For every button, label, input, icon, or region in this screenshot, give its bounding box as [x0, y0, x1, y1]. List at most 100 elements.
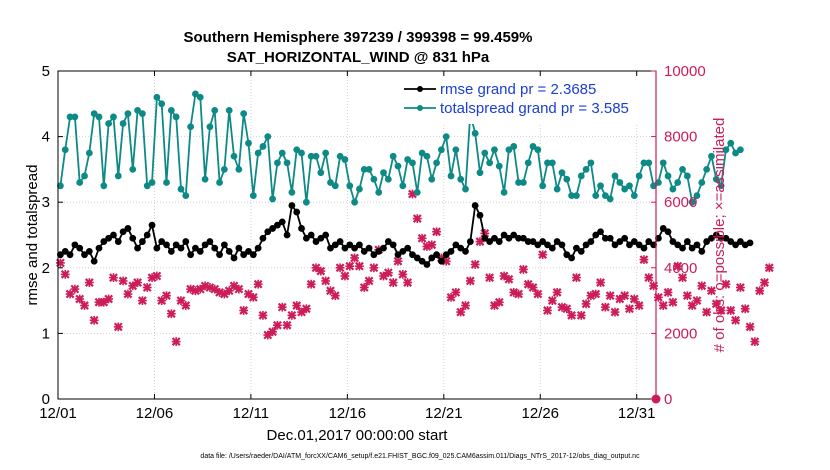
obs-count-point [340, 271, 350, 281]
obs-count-point [306, 279, 316, 289]
series-layer [56, 90, 774, 404]
totalspread-point [529, 143, 537, 150]
obs-count-point [398, 269, 408, 279]
y-tick-label-left: 5 [42, 63, 50, 80]
totalspread-point [172, 113, 180, 121]
rmse-point [153, 244, 161, 252]
obs-count-point [634, 301, 644, 310]
obs-count-point [760, 278, 769, 287]
obs-count-point [166, 309, 176, 319]
rmse-point [616, 238, 624, 245]
rmse-point [341, 244, 349, 252]
obs-count-point [591, 289, 601, 299]
rmse-point [548, 244, 556, 252]
y-tick-label-right: 6000 [664, 194, 697, 211]
obs-count-point [668, 297, 678, 307]
rmse-point [148, 221, 156, 229]
rmse-point [187, 251, 195, 259]
y-tick-label-right: 2000 [664, 325, 697, 342]
totalspread-point [331, 182, 339, 190]
obs-count-point [248, 292, 258, 302]
obs-count-point [755, 286, 765, 296]
rmse-point [110, 231, 117, 239]
rmse-point [327, 244, 334, 252]
rmse-point [143, 231, 151, 239]
totalspread-point [611, 172, 619, 180]
totalspread-point [254, 149, 262, 157]
rmse-point [452, 241, 460, 249]
obs-count-point [142, 283, 152, 292]
totalspread-point [143, 182, 151, 190]
obs-count-point [518, 265, 528, 274]
obs-count-point [133, 278, 142, 287]
rmse-point [245, 248, 252, 255]
rmse-point [640, 244, 648, 252]
rmse-point [134, 244, 141, 252]
totalspread-point [341, 156, 349, 163]
rmse-point [264, 228, 272, 236]
obs-count-point [152, 271, 162, 281]
totalspread-point [317, 169, 325, 177]
rmse-point [481, 234, 489, 242]
rmse-point [129, 234, 137, 242]
obs-count-point [485, 273, 495, 283]
obs-count-point [335, 263, 345, 273]
rmse-point [399, 248, 407, 255]
obs-count-point [234, 284, 244, 294]
obs-count-point [181, 301, 191, 310]
rmse-point [462, 248, 469, 255]
totalspread-point [548, 159, 556, 167]
x-tick-label: 12/21 [425, 405, 463, 422]
obs-count-point [726, 306, 736, 315]
rmse-point [225, 248, 233, 255]
obs-count-point [716, 306, 726, 315]
rmse-point [674, 241, 682, 249]
rmse-point [360, 248, 368, 255]
rmse-point [664, 228, 672, 236]
rmse-point [331, 241, 339, 249]
obs-count-point [682, 291, 692, 301]
rmse-point [457, 244, 465, 252]
rmse-point [351, 244, 358, 252]
obs-count-point [644, 273, 654, 283]
y-tick-label-left: 3 [42, 194, 50, 211]
totalspread-point [688, 198, 696, 206]
totalspread-point [264, 133, 272, 141]
legend-swatch-marker [417, 86, 423, 92]
totalspread-point [110, 113, 117, 121]
obs-count-point [417, 233, 427, 243]
rmse-point [418, 257, 426, 265]
rmse-point [568, 254, 576, 262]
totalspread-point [124, 110, 132, 118]
rmse-point [95, 244, 103, 252]
totalspread-point [679, 166, 686, 173]
obs-count-point [118, 276, 128, 286]
rmse-point [587, 238, 595, 245]
rmse-point [732, 241, 739, 249]
obs-count-point [764, 263, 774, 273]
rmse-point [182, 238, 190, 245]
totalspread-point [404, 156, 412, 163]
rmse-point [259, 234, 267, 242]
rmse-point [220, 241, 228, 249]
totalspread-point [587, 159, 595, 167]
rmse-point [404, 244, 412, 252]
obs-count-point [673, 261, 683, 271]
totalspread-point [621, 185, 629, 193]
rmse-point [177, 244, 185, 252]
rmse-point [375, 248, 383, 255]
totalspread-point [90, 110, 98, 118]
totalspread-point [394, 162, 402, 170]
totalspread-point [211, 106, 219, 114]
obs-count-point [528, 283, 538, 292]
rmse-point [370, 251, 378, 259]
rmse-point [630, 238, 638, 245]
totalspread-point [553, 185, 561, 193]
x-tick-label: 12/31 [618, 405, 656, 422]
rmse-point [683, 238, 691, 245]
totalspread-point [534, 146, 542, 154]
totalspread-point [409, 159, 416, 167]
obs-count-point [552, 288, 562, 297]
totalspread-point [356, 185, 363, 193]
obs-count-point [547, 296, 557, 305]
